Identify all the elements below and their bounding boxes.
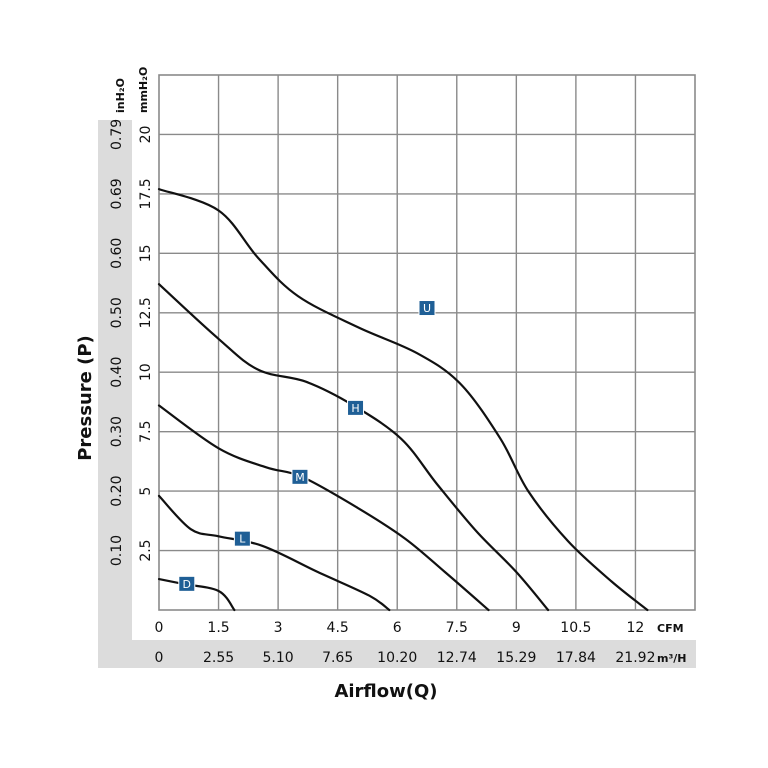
y-secondary-tick-label: 0.10 xyxy=(109,535,125,566)
secondary-y-axis-band xyxy=(98,120,132,668)
series-l-label-box xyxy=(233,530,251,547)
x-tick-label: 12 xyxy=(627,620,645,636)
series-l-curve xyxy=(157,494,391,612)
x-tick-label: 9 xyxy=(512,620,521,636)
y-secondary-tick-label: 0.79 xyxy=(109,119,125,150)
y-tick-label: 17.5 xyxy=(138,178,154,209)
series-d-label: D xyxy=(183,578,191,591)
y-secondary-tick-label: 0.60 xyxy=(109,238,125,269)
plot-frame xyxy=(158,74,696,611)
series-u-label: U xyxy=(423,302,431,315)
series-d-label-box xyxy=(178,575,196,592)
series-h-label-box xyxy=(347,399,365,416)
x-secondary-tick-label: 5.10 xyxy=(263,650,294,666)
series-m-label: M xyxy=(295,471,305,484)
x-unit-primary: CFM xyxy=(657,622,684,635)
x-tick-label: 7.5 xyxy=(446,620,468,636)
series-l-label: L xyxy=(239,533,246,546)
tick-layer: 0 1.5 3 4.5 6 7.5 9 10.5 120 2.55 5.10 7.65 10.20 12.… xyxy=(109,119,655,666)
x-tick-label: 4.5 xyxy=(327,620,349,636)
y-secondary-tick-label: 0.50 xyxy=(109,297,125,328)
y-tick-label: 2.5 xyxy=(138,539,154,561)
x-axis-title: Airflow(Q) xyxy=(334,681,437,702)
x-secondary-tick-label: 10.20 xyxy=(377,650,417,666)
series-h-label: H xyxy=(351,402,359,415)
secondary-x-axis-band xyxy=(98,640,696,668)
x-secondary-tick-label: 15.29 xyxy=(496,650,536,666)
x-tick-label: 6 xyxy=(393,620,402,636)
y-secondary-tick-label: 0.69 xyxy=(109,178,125,209)
y-tick-label: 5 xyxy=(138,487,154,496)
x-tick-label: 1.5 xyxy=(207,620,229,636)
x-secondary-tick-label: 7.65 xyxy=(322,650,353,666)
series-u-curve xyxy=(157,188,649,612)
y-secondary-tick-label: 0.40 xyxy=(109,357,125,388)
y-tick-label: 12.5 xyxy=(138,297,154,328)
x-tick-label: 0 xyxy=(155,620,164,636)
x-secondary-tick-label: 2.55 xyxy=(203,650,234,666)
y-axis-title: Pressure (P) xyxy=(75,335,96,461)
series-h-curve xyxy=(157,283,550,612)
grid xyxy=(159,75,695,610)
series-m-curve xyxy=(157,404,490,612)
y-tick-label: 7.5 xyxy=(138,421,154,443)
y-unit-primary: mmH₂O xyxy=(137,67,150,113)
y-tick-label: 15 xyxy=(138,244,154,262)
y-tick-label: 10 xyxy=(138,363,154,381)
y-tick-label: 20 xyxy=(138,126,154,144)
series-d-curve xyxy=(157,578,236,612)
x-secondary-tick-label: 0 xyxy=(155,650,164,666)
x-secondary-tick-label: 21.92 xyxy=(615,650,655,666)
series-layer: U H M L D xyxy=(157,188,649,612)
x-secondary-tick-label: 12.74 xyxy=(437,650,477,666)
x-tick-label: 3 xyxy=(274,620,283,636)
y-secondary-tick-label: 0.30 xyxy=(109,416,125,447)
x-secondary-tick-label: 17.84 xyxy=(556,650,596,666)
y-secondary-tick-label: 0.20 xyxy=(109,476,125,507)
x-unit-secondary: m³/H xyxy=(657,652,687,665)
y-unit-secondary: inH₂O xyxy=(114,78,127,113)
x-tick-label: 10.5 xyxy=(560,620,591,636)
series-m-label-box xyxy=(291,468,309,485)
series-u-label-box xyxy=(418,300,436,317)
